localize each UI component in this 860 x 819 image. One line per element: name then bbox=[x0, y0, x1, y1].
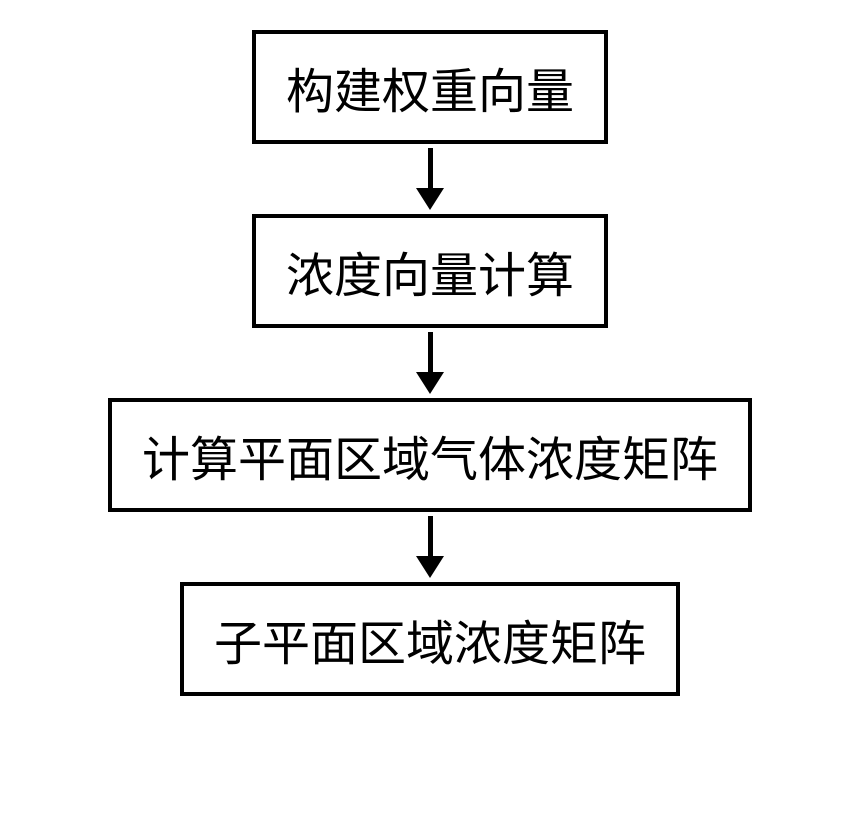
arrow-head-icon bbox=[416, 372, 444, 394]
arrow-head-icon bbox=[416, 188, 444, 210]
flowchart-node-2: 浓度向量计算 bbox=[252, 214, 608, 328]
flowchart-arrow-2 bbox=[416, 328, 444, 398]
node-label: 浓度向量计算 bbox=[286, 236, 574, 306]
flowchart-node-3: 计算平面区域气体浓度矩阵 bbox=[108, 398, 752, 512]
flowchart-arrow-3 bbox=[416, 512, 444, 582]
node-label: 构建权重向量 bbox=[286, 52, 574, 122]
node-label: 子平面区域浓度矩阵 bbox=[214, 604, 646, 674]
arrow-line bbox=[428, 516, 433, 556]
arrow-head-icon bbox=[416, 556, 444, 578]
flowchart-arrow-1 bbox=[416, 144, 444, 214]
flowchart-node-4: 子平面区域浓度矩阵 bbox=[180, 582, 680, 696]
arrow-line bbox=[428, 148, 433, 188]
node-label: 计算平面区域气体浓度矩阵 bbox=[142, 420, 718, 490]
flowchart-node-1: 构建权重向量 bbox=[252, 30, 608, 144]
arrow-line bbox=[428, 332, 433, 372]
